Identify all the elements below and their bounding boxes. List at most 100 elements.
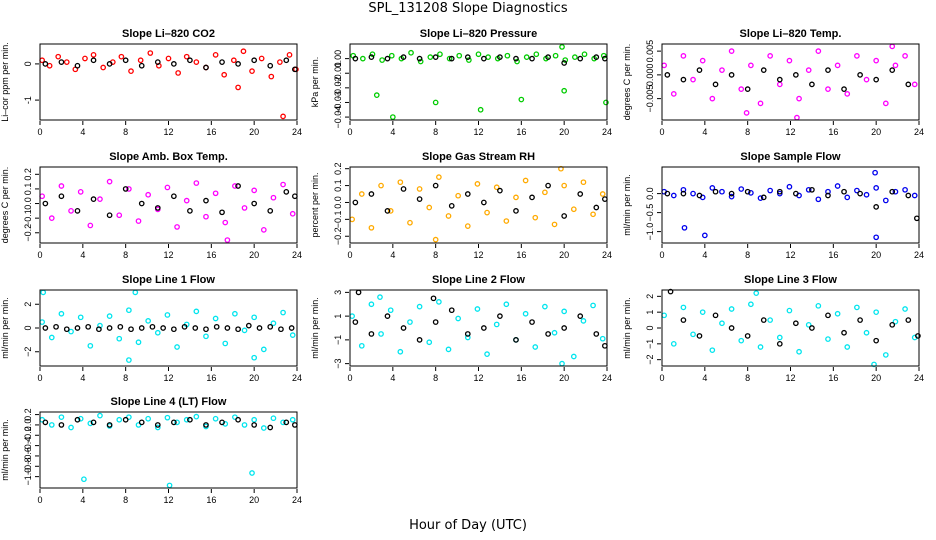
- data-point: [696, 333, 703, 339]
- plot-frame: [39, 289, 298, 367]
- data-point: [106, 325, 113, 331]
- data-point: [497, 313, 503, 319]
- y-tick-label: 0: [23, 325, 33, 330]
- chart-panel-4: Slope Amb. Box Temp. degrees C per min. 0 4…: [0, 151, 302, 260]
- data-point: [744, 188, 751, 195]
- data-point: [126, 186, 132, 192]
- data-point: [455, 192, 462, 199]
- data-point: [902, 186, 908, 193]
- y-tick-label: −0.4: [23, 437, 33, 455]
- data-point: [384, 313, 391, 319]
- y-tick-label: −0.2: [23, 426, 33, 444]
- data-point: [106, 212, 113, 219]
- chart-panel-1: Slope Li–820 CO2 Li–cor ppm per min. 0 4 8 12…: [0, 28, 302, 137]
- data-point: [212, 315, 219, 322]
- y-tick-label: 0.00: [333, 50, 343, 68]
- data-point: [599, 191, 606, 197]
- data-point: [106, 313, 113, 319]
- data-point: [166, 482, 173, 489]
- data-point: [590, 211, 596, 218]
- data-point: [793, 190, 799, 197]
- data-point: [283, 57, 290, 64]
- data-point: [426, 339, 433, 346]
- x-tick-label: 8: [123, 250, 128, 260]
- data-point: [464, 54, 471, 61]
- data-point: [358, 191, 365, 197]
- y-axis-label: percent per min.: [310, 172, 320, 237]
- x-tick-label: 4: [80, 127, 85, 137]
- data-point: [481, 55, 487, 62]
- x-tick-label: 12: [785, 127, 795, 137]
- data-series-1: [349, 294, 606, 367]
- data-point: [484, 351, 490, 357]
- data-point: [160, 325, 166, 331]
- data-point: [561, 325, 568, 331]
- panel-title: Slope Gas Stream RH: [422, 151, 535, 163]
- data-point: [542, 189, 548, 196]
- data-point: [203, 64, 209, 71]
- data-point: [379, 57, 385, 63]
- data-point: [464, 223, 471, 229]
- data-point: [232, 310, 238, 317]
- data-point: [445, 346, 452, 353]
- data-point: [97, 196, 103, 203]
- data-point: [815, 196, 822, 203]
- data-point: [448, 55, 455, 62]
- data-point: [545, 331, 551, 337]
- x-tick-label: 24: [602, 127, 612, 137]
- data-point: [426, 204, 433, 211]
- panel-title: Slope Sample Flow: [740, 151, 841, 163]
- data-point: [368, 331, 375, 337]
- data-point: [815, 302, 822, 309]
- data-point: [593, 54, 600, 61]
- data-point: [377, 294, 383, 300]
- data-point: [256, 325, 263, 331]
- data-point: [53, 323, 59, 330]
- data-series-2: [352, 54, 608, 66]
- data-point: [251, 354, 258, 361]
- data-point: [249, 470, 255, 476]
- data-point: [504, 52, 511, 59]
- data-point: [352, 199, 359, 206]
- y-axis-label: degrees C per min.: [622, 44, 632, 121]
- data-point: [844, 194, 851, 201]
- data-point: [889, 321, 896, 328]
- data-point: [863, 76, 870, 83]
- data-point: [776, 76, 783, 83]
- x-tick-label: 20: [559, 250, 569, 260]
- data-point: [85, 323, 92, 330]
- data-point: [748, 301, 754, 308]
- data-point: [100, 64, 107, 71]
- data-point: [58, 193, 65, 200]
- data-point: [369, 51, 376, 58]
- chart-panel-3: Slope Li–820 Temp. degrees C per min. 0 4 8 1…: [622, 28, 924, 137]
- data-point: [42, 200, 49, 207]
- y-tick-label: 0.2: [23, 168, 33, 181]
- data-point: [81, 476, 87, 483]
- data-point: [55, 53, 62, 60]
- data-point: [280, 309, 286, 316]
- data-point: [696, 67, 703, 73]
- panel-title: Slope Amb. Box Temp.: [109, 151, 228, 163]
- x-tick-label: 12: [473, 127, 483, 137]
- data-point: [235, 61, 241, 67]
- x-tick-label: 0: [37, 250, 42, 260]
- data-point: [128, 326, 134, 333]
- data-point: [809, 81, 815, 88]
- data-point: [251, 200, 258, 207]
- data-point: [373, 92, 380, 99]
- data-point: [552, 52, 559, 59]
- x-tick-label: 24: [292, 250, 302, 260]
- data-point: [97, 412, 103, 419]
- data-point: [116, 212, 123, 219]
- data-point: [529, 55, 535, 62]
- data-point: [889, 188, 896, 195]
- x-tick-label: 4: [702, 127, 707, 137]
- y-tick-label: −1: [333, 335, 343, 345]
- y-tick-label: 0.0: [23, 419, 33, 432]
- data-point: [368, 301, 375, 308]
- y-axis-label: degrees C per min.: [0, 167, 10, 244]
- data-point: [600, 52, 607, 59]
- data-point: [352, 55, 359, 62]
- y-tick-label: 1: [645, 310, 655, 315]
